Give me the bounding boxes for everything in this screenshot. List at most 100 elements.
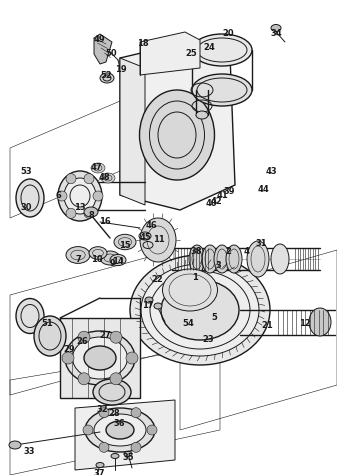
- Text: 11: 11: [153, 236, 165, 245]
- Circle shape: [78, 331, 90, 343]
- Ellipse shape: [192, 74, 252, 106]
- Text: 20: 20: [222, 29, 234, 38]
- Polygon shape: [120, 45, 235, 210]
- Ellipse shape: [226, 245, 242, 273]
- Ellipse shape: [114, 234, 136, 250]
- Ellipse shape: [189, 245, 205, 273]
- Text: 26: 26: [76, 336, 88, 345]
- Text: 13: 13: [74, 203, 86, 212]
- Text: 48: 48: [98, 172, 110, 181]
- Ellipse shape: [271, 25, 281, 31]
- Ellipse shape: [196, 111, 208, 119]
- Text: 2: 2: [225, 247, 231, 257]
- Ellipse shape: [161, 280, 239, 340]
- Ellipse shape: [192, 34, 252, 66]
- Text: 39: 39: [223, 187, 235, 196]
- Ellipse shape: [16, 179, 44, 217]
- Ellipse shape: [72, 337, 127, 379]
- Ellipse shape: [101, 173, 115, 183]
- Ellipse shape: [84, 346, 116, 370]
- Circle shape: [84, 209, 94, 218]
- Circle shape: [131, 408, 141, 418]
- Text: 6: 6: [55, 191, 61, 200]
- Ellipse shape: [202, 245, 218, 273]
- Text: 54: 54: [182, 320, 194, 329]
- Polygon shape: [140, 32, 200, 75]
- Ellipse shape: [9, 441, 21, 449]
- Text: 21: 21: [261, 321, 273, 330]
- Text: 23: 23: [202, 334, 214, 343]
- Text: 51: 51: [41, 320, 53, 329]
- Ellipse shape: [271, 244, 289, 274]
- Ellipse shape: [96, 463, 104, 467]
- Ellipse shape: [64, 178, 96, 214]
- Circle shape: [131, 442, 141, 452]
- Text: 14: 14: [112, 257, 124, 266]
- Ellipse shape: [34, 316, 66, 356]
- Ellipse shape: [214, 245, 230, 273]
- Text: 53: 53: [20, 168, 32, 177]
- Circle shape: [57, 191, 67, 201]
- Circle shape: [62, 352, 74, 364]
- Ellipse shape: [100, 73, 114, 83]
- Text: 17: 17: [142, 302, 154, 311]
- Ellipse shape: [162, 269, 217, 311]
- Text: 32: 32: [96, 405, 108, 414]
- Text: 42: 42: [210, 197, 222, 206]
- Circle shape: [66, 209, 76, 218]
- Text: 15: 15: [119, 241, 131, 250]
- Polygon shape: [94, 34, 112, 64]
- Circle shape: [84, 174, 94, 184]
- Ellipse shape: [85, 408, 155, 452]
- Ellipse shape: [124, 452, 132, 456]
- Ellipse shape: [91, 163, 105, 173]
- Text: 10: 10: [91, 255, 103, 264]
- Ellipse shape: [247, 241, 269, 277]
- Text: 43: 43: [265, 168, 277, 177]
- Polygon shape: [120, 58, 145, 205]
- Text: 22: 22: [151, 276, 163, 285]
- Text: 40: 40: [205, 199, 217, 208]
- Text: 33: 33: [23, 446, 35, 456]
- Text: 9: 9: [109, 259, 115, 268]
- Text: 41: 41: [216, 191, 228, 200]
- Text: 27: 27: [99, 331, 111, 340]
- Text: 47: 47: [90, 163, 102, 172]
- Text: 8: 8: [88, 211, 94, 220]
- Ellipse shape: [58, 171, 102, 221]
- Text: 7: 7: [75, 256, 81, 265]
- Text: 52: 52: [100, 72, 112, 80]
- Text: 29: 29: [63, 344, 75, 353]
- Text: 49: 49: [93, 36, 105, 45]
- Text: 36: 36: [113, 418, 125, 428]
- Text: 44: 44: [257, 186, 269, 194]
- Ellipse shape: [106, 421, 134, 439]
- Polygon shape: [60, 318, 140, 398]
- Ellipse shape: [145, 297, 153, 303]
- Ellipse shape: [140, 218, 176, 262]
- Ellipse shape: [89, 247, 107, 259]
- Ellipse shape: [154, 303, 162, 309]
- Text: 16: 16: [99, 217, 111, 226]
- Text: 25: 25: [185, 49, 197, 58]
- Ellipse shape: [66, 247, 90, 264]
- Circle shape: [99, 408, 109, 418]
- Circle shape: [110, 331, 122, 343]
- Ellipse shape: [100, 251, 120, 265]
- Circle shape: [126, 352, 138, 364]
- Text: 19: 19: [115, 66, 127, 75]
- Text: 12: 12: [299, 319, 311, 327]
- Text: 28: 28: [108, 408, 120, 418]
- Circle shape: [78, 373, 90, 385]
- Text: 30: 30: [20, 203, 32, 212]
- Text: 24: 24: [203, 42, 215, 51]
- Ellipse shape: [93, 379, 131, 405]
- Text: 18: 18: [137, 39, 149, 48]
- Circle shape: [99, 442, 109, 452]
- Ellipse shape: [141, 264, 259, 356]
- Ellipse shape: [65, 331, 135, 385]
- Ellipse shape: [140, 90, 214, 180]
- Ellipse shape: [16, 298, 44, 333]
- Ellipse shape: [84, 207, 98, 217]
- Circle shape: [66, 174, 76, 184]
